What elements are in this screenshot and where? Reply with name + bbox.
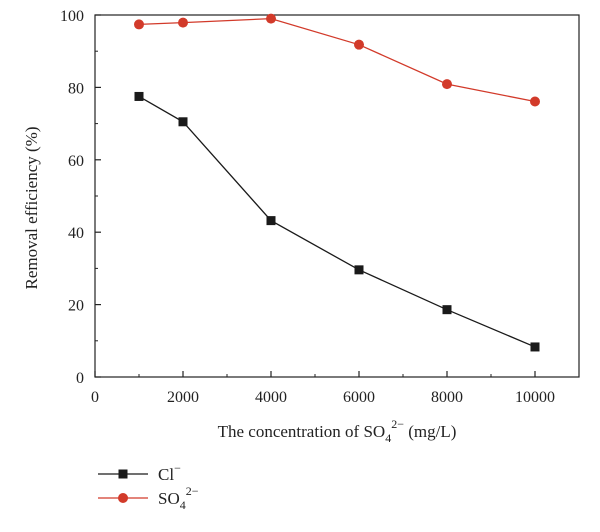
plot-border [94, 14, 580, 378]
legend-marker [118, 469, 128, 479]
data-point [178, 117, 188, 127]
data-point [178, 17, 188, 28]
data-point [266, 216, 276, 226]
x-tick-label: 2000 [167, 389, 199, 406]
data-point [134, 91, 144, 101]
x-tick-label: 0 [91, 389, 99, 406]
legend: Cl−SO42− [98, 461, 199, 512]
data-point [354, 265, 364, 275]
data-point [442, 305, 452, 315]
x-tick-label: 6000 [343, 389, 375, 406]
y-tick-label: 0 [76, 370, 84, 387]
y-tick-label: 40 [68, 225, 84, 242]
y-tick-label: 100 [60, 8, 84, 25]
data-point [134, 19, 144, 30]
y-axis: 0 20 40 60 80 100 [60, 8, 101, 387]
x-tick-label: 8000 [431, 389, 463, 406]
series-line-0 [138, 95, 536, 348]
data-point [354, 39, 364, 50]
data-point [530, 96, 540, 107]
series-line-1 [138, 17, 536, 103]
legend-label: SO42− [158, 484, 199, 512]
x-axis: 0 2000 4000 6000 8000 10000 [91, 371, 580, 406]
x-tick-label: 10000 [515, 389, 555, 406]
plot-frame [94, 14, 580, 378]
data-point [530, 342, 540, 352]
data-point [442, 79, 452, 90]
x-tick-label: 4000 [255, 389, 287, 406]
x-axis-title: The concentration of SO42− (mg/L) [218, 417, 457, 445]
legend-label: Cl− [158, 461, 181, 484]
series-layer [134, 13, 540, 352]
legend-marker [118, 493, 128, 503]
y-tick-label: 20 [68, 298, 84, 315]
y-tick-label: 80 [68, 80, 84, 97]
y-axis-title: Removal efficiency (%) [22, 126, 41, 289]
y-tick-label: 60 [68, 153, 84, 170]
data-point [266, 13, 276, 24]
